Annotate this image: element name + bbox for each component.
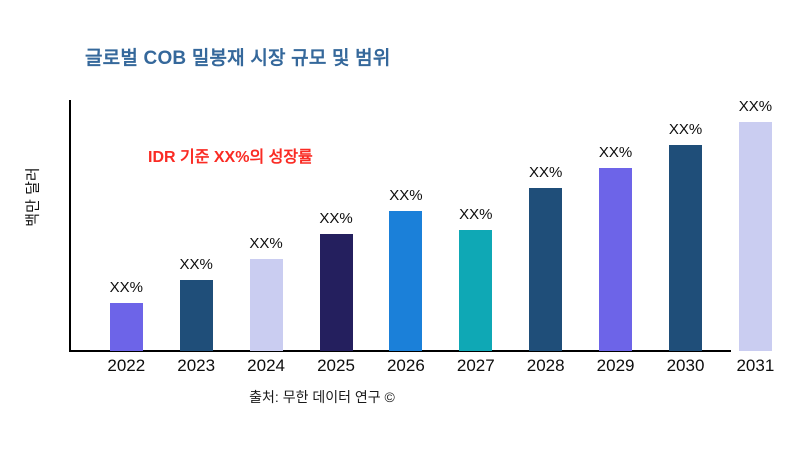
bar-2025 (319, 234, 353, 351)
y-axis-label: 백만 달러 (24, 167, 42, 227)
bar-value-label-2025: XX% (319, 210, 353, 227)
bar-value-label-2023: XX% (179, 256, 213, 273)
bar-2028 (529, 188, 563, 351)
bar-value-label-2022: XX% (109, 279, 143, 296)
chart-title: 글로벌 COB 밀봉재 시장 규모 및 범위 (85, 48, 391, 69)
bar-value-label-2031: XX% (738, 98, 773, 115)
bar-2031 (738, 122, 772, 351)
y-axis-line (69, 100, 71, 351)
bar-value-label-2030: XX% (668, 121, 703, 138)
bar-value-label-2027: XX% (459, 206, 493, 223)
bar-2023 (179, 280, 213, 351)
x-tick-2028: 2028 (526, 356, 565, 375)
bar-value-label-2024: XX% (249, 235, 283, 252)
bar-2022 (109, 303, 143, 351)
bar-2026 (389, 211, 423, 351)
bar-2027 (459, 230, 493, 351)
bar-2029 (599, 168, 633, 351)
source-credit: 출처: 무한 데이터 연구 © (249, 389, 395, 405)
x-tick-2027: 2027 (456, 356, 495, 375)
bar-value-label-2029: XX% (598, 144, 633, 161)
x-tick-2023: 2023 (177, 356, 216, 375)
bar-value-label-2028: XX% (529, 164, 563, 181)
x-tick-2022: 2022 (107, 356, 146, 375)
x-tick-2031: 2031 (736, 356, 775, 375)
bar-2024 (249, 259, 283, 351)
bar-value-label-2026: XX% (389, 187, 423, 204)
x-tick-2024: 2024 (247, 356, 285, 375)
x-tick-2030: 2030 (666, 356, 705, 375)
x-tick-2029: 2029 (596, 356, 635, 375)
bar-2030 (669, 145, 702, 351)
x-tick-2026: 2026 (386, 356, 425, 375)
growth-rate-annotation: IDR 기준 XX%의 성장률 (148, 149, 313, 166)
x-tick-2025: 2025 (317, 356, 355, 375)
